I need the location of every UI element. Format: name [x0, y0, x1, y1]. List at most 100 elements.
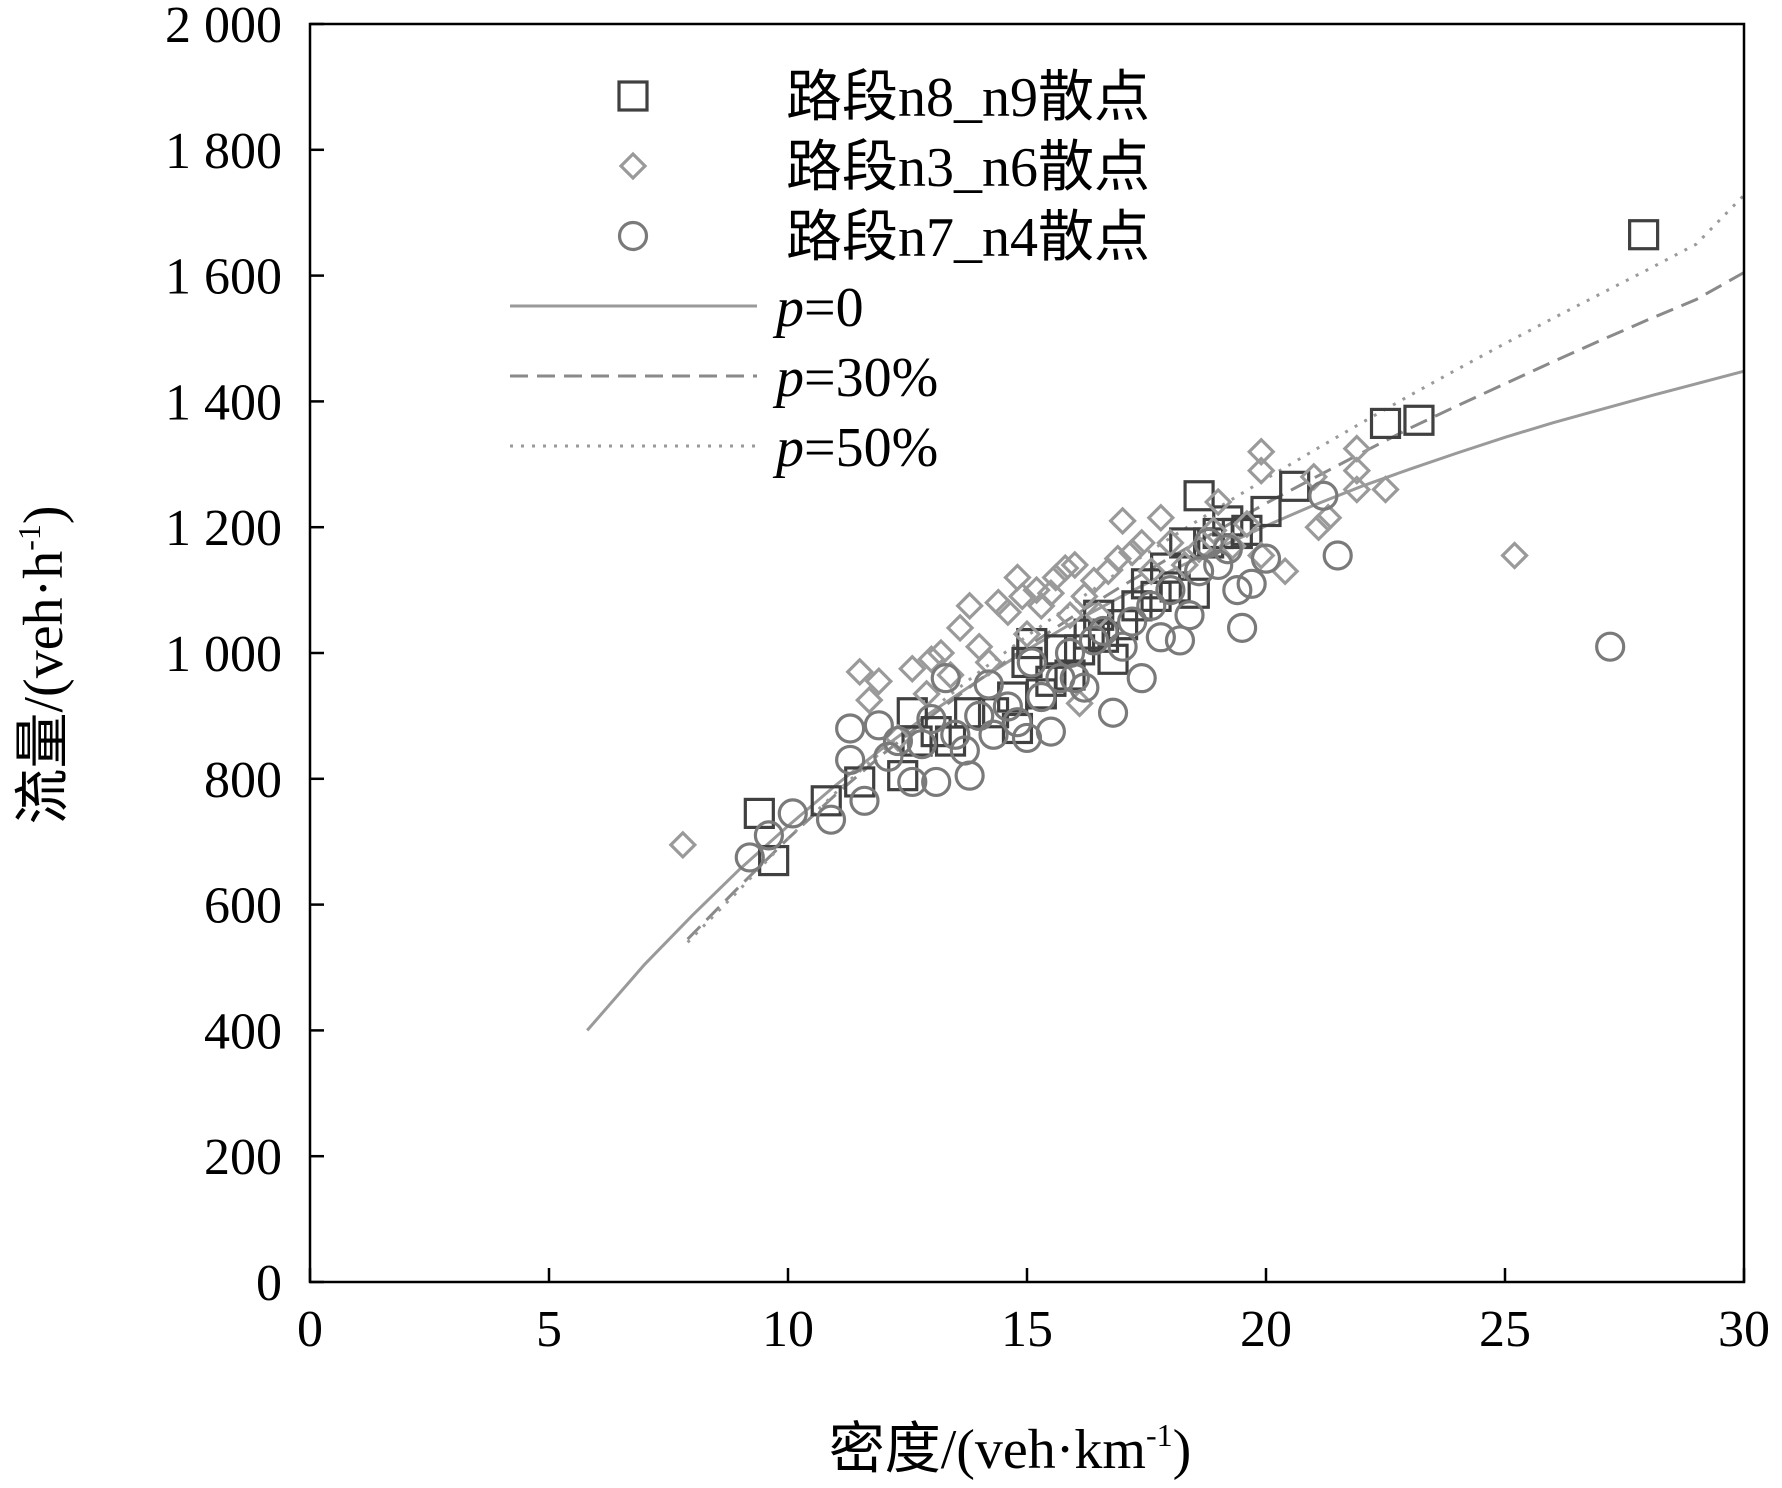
data-point-diamond	[854, 685, 884, 715]
data-point-diamond	[993, 597, 1023, 627]
data-point-diamond	[845, 657, 874, 687]
data-point-circle	[1226, 612, 1258, 643]
x-tick-label: 5	[536, 1301, 562, 1358]
data-point-circle	[1145, 622, 1176, 653]
data-point-diamond	[955, 591, 984, 621]
data-point-circle	[1222, 574, 1253, 606]
data-point-diamond	[668, 830, 698, 860]
x-tick-label: 30	[1718, 1301, 1770, 1358]
data-point-diamond	[964, 632, 994, 661]
y-tick-label: 1 400	[165, 374, 282, 431]
data-point-diamond	[1007, 582, 1037, 611]
data-point-diamond	[1342, 475, 1372, 504]
data-point-diamond	[1117, 538, 1147, 567]
data-point-circle	[973, 669, 1004, 700]
data-point-diamond	[1012, 619, 1042, 649]
data-point-circle	[835, 713, 866, 744]
data-point-diamond	[1500, 541, 1529, 570]
data-point-square	[1159, 571, 1191, 603]
y-tick-label: 1 600	[165, 249, 282, 306]
data-point-square	[1178, 577, 1210, 609]
data-point-square	[1150, 552, 1182, 584]
data-point-circle	[1212, 534, 1243, 565]
data-point-circle	[1183, 556, 1215, 587]
data-point-circle	[1117, 606, 1148, 637]
data-point-diamond	[1108, 506, 1137, 536]
data-point-circle	[734, 842, 765, 873]
data-point-diamond	[1246, 437, 1276, 466]
data-point-circle	[940, 719, 971, 750]
data-point-circle	[1203, 549, 1234, 581]
data-point-circle	[1059, 663, 1090, 694]
data-point-circle	[897, 766, 928, 798]
data-point-diamond	[1246, 456, 1276, 485]
data-point-circle	[849, 785, 880, 816]
y-tick-label: 0	[256, 1255, 282, 1312]
legend-label: p=50%	[772, 417, 938, 479]
data-point-circle	[1174, 600, 1205, 631]
legend-label: p=30%	[772, 347, 938, 409]
y-tick-label: 1 800	[165, 123, 282, 180]
data-point-circle	[1126, 663, 1157, 694]
plot-frame	[308, 22, 1746, 1284]
data-point-square	[1250, 495, 1282, 528]
legend-marker-diamond	[618, 151, 648, 181]
data-point-square	[887, 760, 919, 792]
data-point-diamond	[1199, 516, 1228, 545]
y-tick-label: 1 000	[165, 626, 282, 683]
legend-label: 路段n8_n9散点	[786, 67, 1150, 129]
legend-marker-circle	[617, 220, 649, 252]
data-point-square	[1369, 407, 1402, 440]
y-tick-label: 200	[204, 1129, 282, 1186]
data-point-circle	[1164, 625, 1196, 656]
data-point-circle	[1002, 707, 1033, 738]
data-point-diamond	[1055, 600, 1085, 630]
data-point-circle	[1016, 647, 1047, 678]
x-tick-label: 15	[1001, 1301, 1053, 1358]
data-point-diamond	[1041, 563, 1070, 592]
data-point-diamond	[1156, 528, 1185, 558]
data-point-square	[901, 725, 933, 757]
data-point-square	[1121, 590, 1153, 622]
y-axis-title: 流量/(veh·h-1)	[11, 505, 75, 824]
data-point-diamond	[917, 645, 946, 674]
data-point-circle	[1026, 681, 1057, 713]
data-point-square	[1628, 219, 1660, 251]
data-point-circle	[835, 744, 866, 776]
data-point-diamond	[1036, 578, 1066, 608]
y-axis: 0 200 400 600 800 1 000 1 200 1 400 1 600 1 800 2 …	[165, 0, 324, 1312]
y-tick-label: 800	[204, 752, 282, 809]
data-point-diamond	[1313, 503, 1343, 533]
data-point-square	[1169, 527, 1201, 559]
data-point-circle	[1155, 574, 1186, 606]
data-point-circle	[863, 710, 894, 741]
data-point-diamond	[1146, 503, 1176, 533]
data-point-square	[810, 785, 842, 817]
x-tick-label: 10	[762, 1301, 814, 1358]
plot-area	[586, 194, 1746, 1032]
data-point-circle	[777, 798, 808, 829]
y-tick-label: 600	[204, 878, 282, 935]
data-point-diamond	[1371, 475, 1400, 504]
x-axis-title: 密度/(veh·km-1)	[829, 1417, 1192, 1481]
data-point-diamond	[974, 648, 1004, 677]
data-point-square	[1279, 470, 1311, 502]
data-point-diamond	[1304, 512, 1333, 542]
data-point-diamond	[864, 667, 894, 696]
data-point-circle	[930, 663, 961, 694]
series-line-0	[586, 369, 1745, 1032]
data-point-diamond	[1203, 487, 1233, 517]
data-point-circle	[1097, 697, 1129, 728]
data-point-square	[1231, 514, 1263, 546]
data-point-diamond	[1270, 556, 1300, 586]
data-point-diamond	[1184, 534, 1214, 564]
data-point-circle	[1322, 540, 1353, 571]
data-point-circle	[753, 820, 784, 851]
data-point-circle	[992, 691, 1023, 722]
data-point-square	[1403, 404, 1435, 436]
data-point-circle	[873, 741, 904, 772]
data-point-circle	[1136, 590, 1167, 621]
legend-marker-square	[617, 80, 649, 112]
data-point-circle	[964, 700, 995, 732]
